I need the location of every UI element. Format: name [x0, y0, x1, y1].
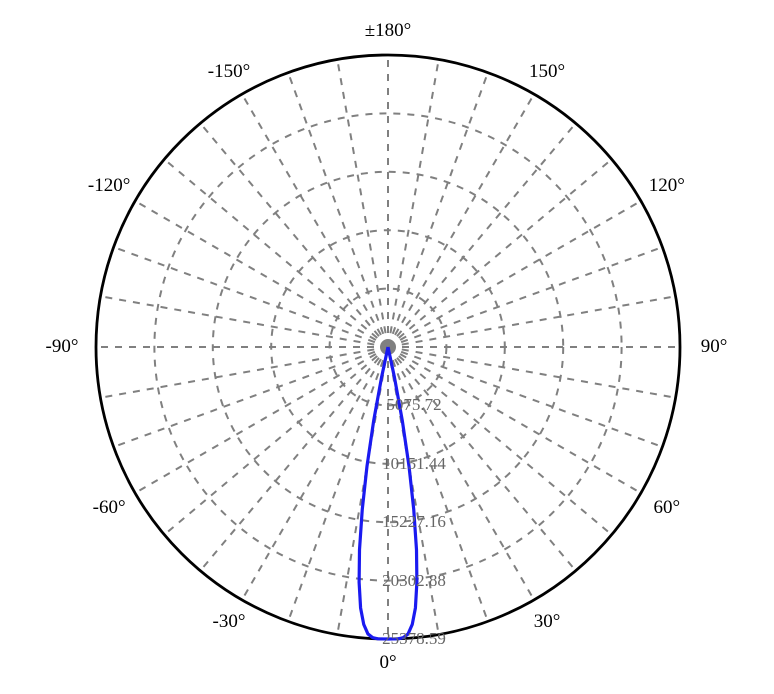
angle-label: 0° — [379, 652, 396, 674]
grid-spoke — [100, 296, 388, 347]
grid-spoke — [337, 59, 388, 347]
angle-label: -150° — [208, 61, 250, 83]
angle-label: -90° — [46, 336, 79, 358]
grid-spoke — [288, 73, 388, 347]
grid-spoke — [100, 347, 388, 398]
angle-label: 120° — [649, 175, 685, 197]
angle-label: 90° — [701, 336, 728, 358]
radial-tick-label: 15227.16 — [382, 512, 446, 532]
angle-label: ±180° — [365, 20, 412, 42]
radial-tick-label: 5075.72 — [386, 395, 441, 415]
radial-tick-label: 20302.88 — [382, 571, 446, 591]
grid-spoke — [388, 59, 439, 347]
grid-spoke — [388, 247, 662, 347]
angle-label: -120° — [88, 175, 130, 197]
angle-label: -60° — [93, 497, 126, 519]
angle-label: 60° — [654, 497, 681, 519]
angle-label: 150° — [529, 61, 565, 83]
radial-tick-label: 10151.44 — [382, 454, 446, 474]
grid-spoke — [388, 347, 676, 398]
grid-spoke — [388, 296, 676, 347]
radial-tick-label: 25378.59 — [382, 629, 446, 649]
polar-chart: 0° 30° 60° 90° 120° 150° ±180° -150° -120° -90° -6… — [0, 0, 774, 694]
angle-label: -30° — [213, 611, 246, 633]
angle-label: 30° — [534, 611, 561, 633]
grid-spoke — [388, 73, 488, 347]
